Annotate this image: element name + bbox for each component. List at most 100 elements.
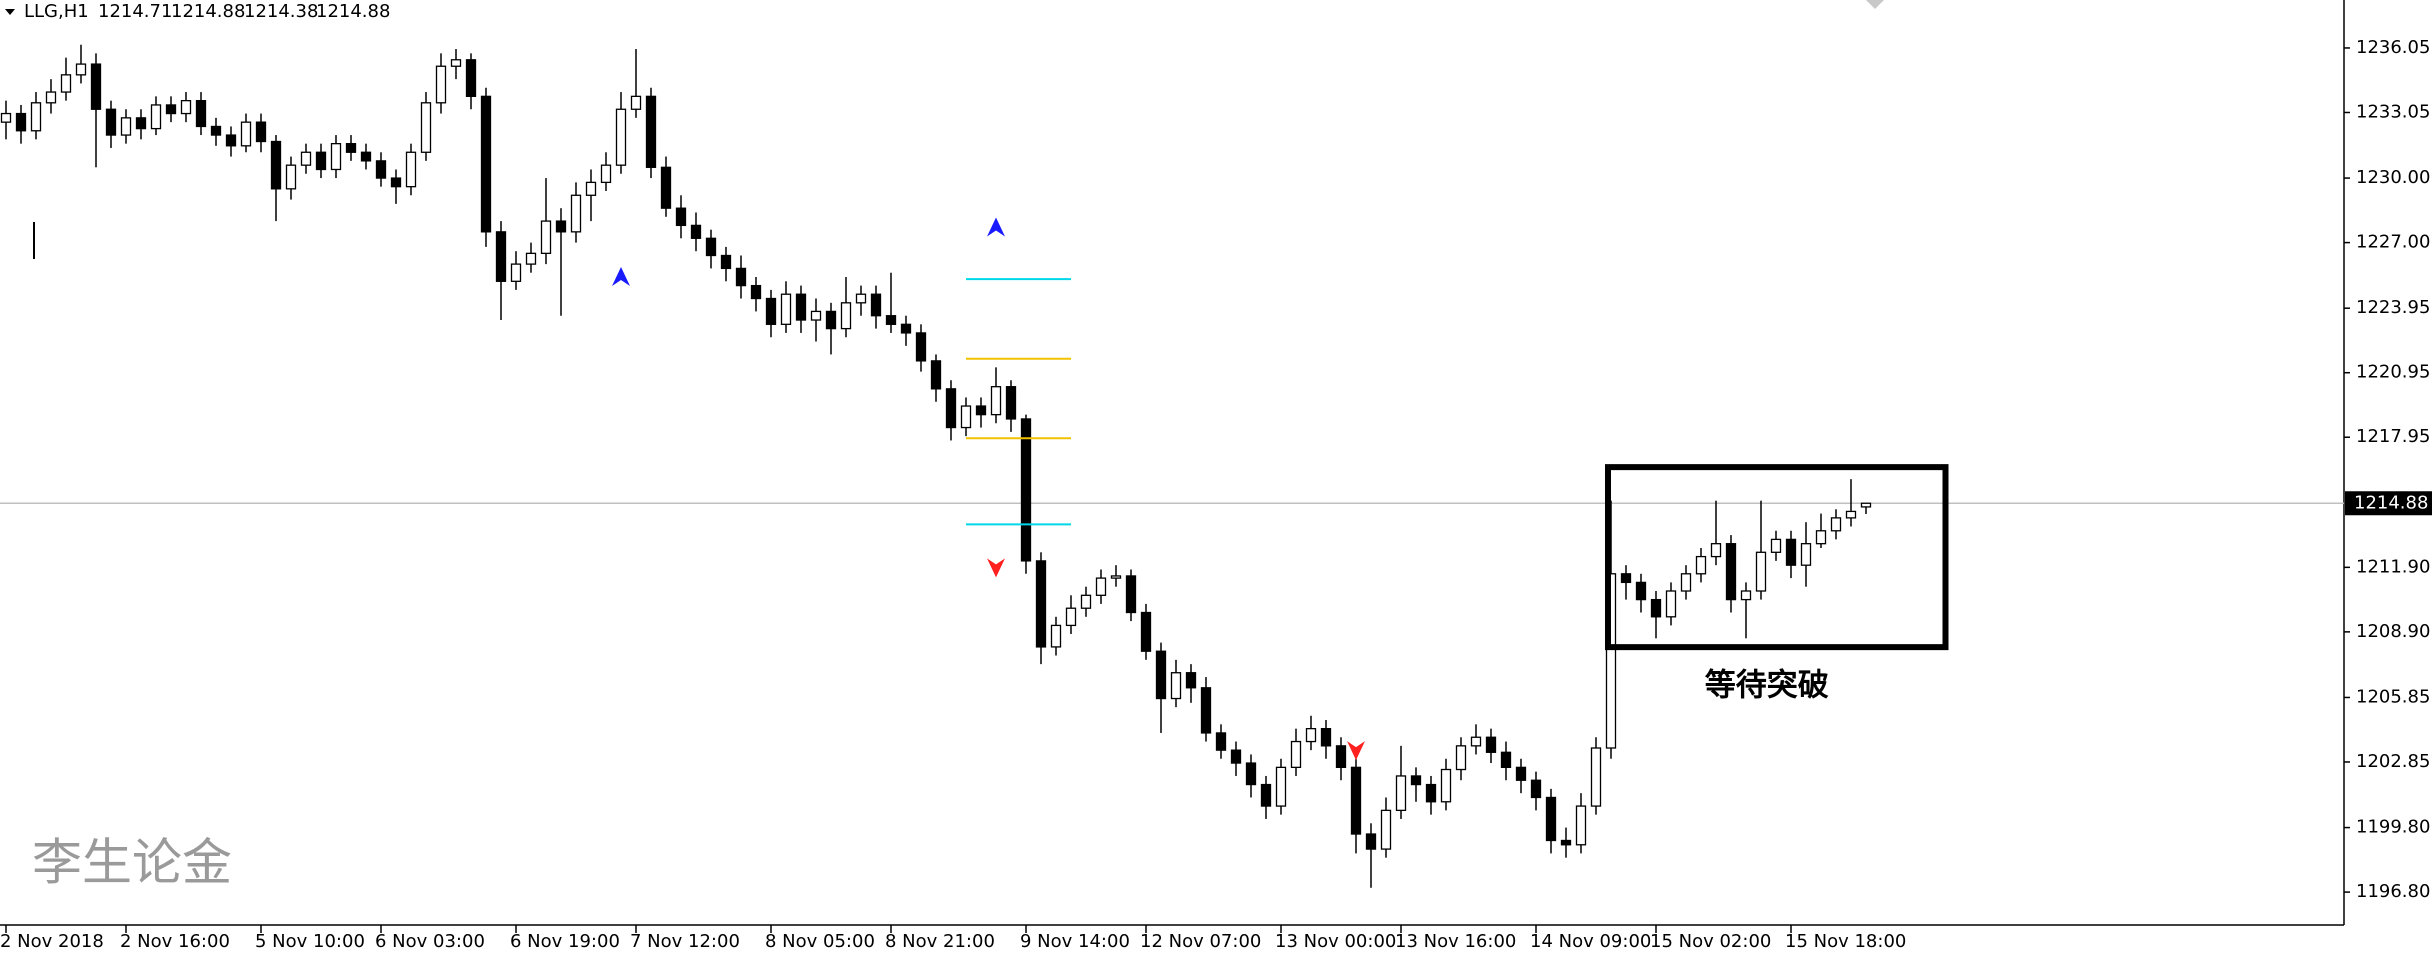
candle-body (510, 263, 522, 282)
candle-body (855, 293, 867, 304)
candle-body (810, 310, 822, 321)
candle-body (1245, 762, 1257, 786)
candle-body (705, 237, 717, 257)
candle-body (300, 151, 312, 166)
candle-body (435, 65, 447, 104)
candle-body (1650, 598, 1662, 618)
candle-body (930, 360, 942, 390)
candle-body (1635, 581, 1647, 601)
candle-body (630, 95, 642, 110)
candle-body (195, 100, 207, 128)
candle-body (1755, 551, 1767, 592)
header-close: 1214.88 (316, 1, 390, 22)
candle-body (1815, 530, 1827, 545)
candle-body (0, 112, 12, 123)
candle-body (1860, 502, 1872, 508)
candle-body (1275, 766, 1287, 807)
candle-body (780, 293, 792, 325)
candle-body (1140, 611, 1152, 652)
candle-body (405, 151, 417, 188)
candle-body (990, 386, 1002, 416)
candle-body (1845, 510, 1857, 519)
candle-body (1425, 783, 1437, 803)
candle-body (525, 252, 537, 265)
candle-body (1455, 745, 1467, 771)
candle-body (870, 293, 882, 317)
candle-body (1575, 805, 1587, 846)
candle-body (1665, 590, 1677, 618)
candle-body (1560, 839, 1572, 846)
candle-body (1350, 766, 1362, 835)
candle-body (960, 405, 972, 429)
candle-body (1710, 543, 1722, 558)
y-tick-label: 1205.85 (2356, 686, 2430, 707)
candle-body (210, 125, 222, 136)
range-box (1605, 464, 1949, 651)
y-tick-label: 1230.00 (2356, 167, 2430, 188)
y-tick-label: 1202.85 (2356, 751, 2430, 772)
x-tick-label: 13 Nov 16:00 (1395, 931, 1516, 952)
candle-body (1305, 727, 1317, 743)
candle-body (1740, 590, 1752, 601)
candle-body (240, 121, 252, 147)
x-tick-label: 6 Nov 19:00 (510, 931, 620, 952)
y-tick-label: 1227.00 (2356, 232, 2430, 253)
candle-body (720, 254, 732, 270)
candle-body (120, 117, 132, 136)
candle-body (465, 59, 477, 97)
candle-body (150, 104, 162, 130)
candle-body (1500, 751, 1512, 769)
y-tick-label: 1223.95 (2356, 297, 2430, 318)
last-price-tag (2345, 491, 2432, 516)
candle-body (1200, 687, 1212, 734)
candle-body (660, 166, 672, 209)
candle-body (315, 151, 327, 171)
candle-body (1380, 809, 1392, 850)
y-tick-label: 1220.95 (2356, 362, 2430, 383)
candle-body (105, 108, 117, 136)
header-menu-arrow (5, 9, 15, 15)
x-tick-label: 8 Nov 05:00 (765, 931, 875, 952)
candle-body (615, 108, 627, 166)
candle-body (600, 164, 612, 184)
candle-body (1125, 575, 1137, 614)
candle-body (750, 284, 762, 300)
candle-body (450, 59, 462, 67)
x-tick-label: 9 Nov 14:00 (1020, 931, 1130, 952)
candle-body (180, 100, 192, 115)
y-tick-label: 1233.05 (2356, 101, 2430, 122)
header-open: 1214.71 (98, 1, 172, 22)
signal-arrow (987, 558, 1005, 578)
candle-body (1035, 560, 1047, 648)
candle-body (75, 63, 87, 76)
candle-body (825, 310, 837, 330)
candle-body (1515, 766, 1527, 781)
candle-body (1470, 736, 1482, 747)
candle-body (270, 140, 282, 190)
candle-body (570, 194, 582, 233)
candle-body (1185, 672, 1197, 689)
x-tick-label: 12 Nov 07:00 (1140, 931, 1261, 952)
candle-body (1170, 672, 1182, 700)
candle-body (15, 112, 27, 132)
candle-body (225, 134, 237, 147)
candle-body (1695, 555, 1707, 575)
candle-body (1770, 538, 1782, 553)
candle-body (1410, 775, 1422, 786)
candle-body (285, 164, 297, 190)
candle-body (765, 297, 777, 325)
candle-body (1230, 749, 1242, 764)
candle-body (255, 121, 267, 143)
candle-body (45, 91, 57, 104)
candle-body (555, 220, 567, 233)
candle-body (1155, 650, 1167, 700)
candle-body (495, 231, 507, 282)
signal-arrow (987, 217, 1005, 237)
candle-body (585, 181, 597, 196)
candle-body (1365, 833, 1377, 850)
last-price-label: 1214.88 (2354, 492, 2428, 513)
header-symbol: LLG,H1 (24, 1, 89, 22)
candle-body (420, 102, 432, 153)
candle-body (885, 315, 897, 325)
